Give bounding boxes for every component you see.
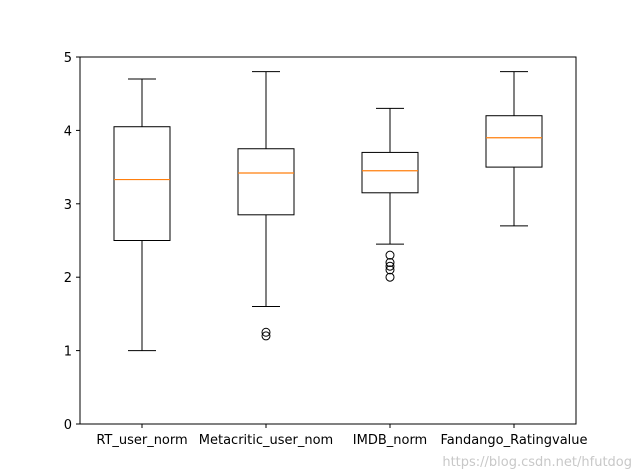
y-tick-label: 1 [64, 345, 72, 360]
y-tick-label: 5 [64, 51, 72, 66]
plot-frame [79, 56, 577, 425]
outlier-point [385, 250, 395, 260]
y-tick-label: 0 [64, 418, 72, 433]
outlier-point [385, 272, 395, 282]
x-tick-label: IMDB_norm [353, 433, 427, 448]
x-tick-label: Metacritic_user_nom [199, 433, 333, 448]
outlier-point [261, 327, 271, 337]
box-iqr [237, 148, 295, 216]
watermark-text: https://blog.csdn.net/hfutdog [442, 455, 632, 470]
y-tick-label: 4 [64, 124, 72, 139]
outlier-point [385, 258, 395, 268]
outlier-point [385, 265, 395, 275]
box-iqr [361, 151, 419, 194]
outlier-point [261, 331, 271, 341]
x-tick-label: RT_user_norm [96, 433, 187, 448]
y-tick-label: 2 [64, 271, 72, 286]
outlier-point [385, 261, 395, 271]
y-tick-label: 3 [64, 198, 72, 213]
box-iqr [485, 115, 543, 168]
x-tick-label: Fandango_Ratingvalue [440, 433, 587, 448]
box-iqr [113, 126, 171, 241]
